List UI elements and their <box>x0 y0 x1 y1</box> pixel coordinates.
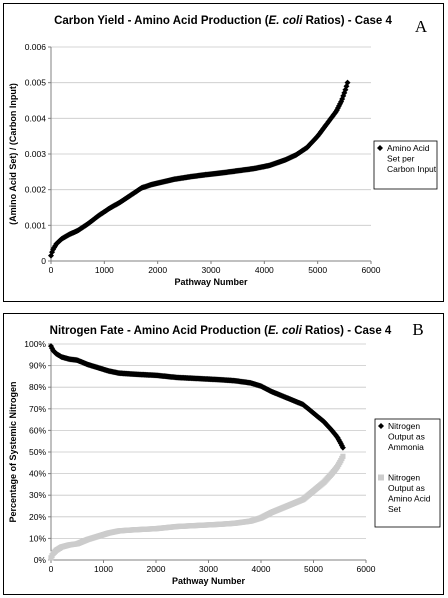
y-tick-label-b: 10% <box>29 533 46 543</box>
legend-label-a-0: Set per <box>387 154 415 164</box>
chart-b-title: Nitrogen Fate - Amino Acid Production (E… <box>50 325 392 337</box>
x-tick-label-b: 1000 <box>94 564 113 574</box>
legend-label-a-0: Carbon Input <box>387 164 437 174</box>
chart-b-title-main: Nitrogen Fate - Amino Acid Production ( <box>50 325 268 337</box>
y-tick-label-a: 0.004 <box>25 113 47 123</box>
y-axis-title-b: Percentage of Systemic Nitrogen <box>8 381 18 522</box>
y-tick-label-b: 20% <box>29 512 46 522</box>
chart-b-svg: Nitrogen Fate - Amino Acid Production (E… <box>8 320 441 586</box>
y-tick-label-a: 0.003 <box>25 149 47 159</box>
x-tick-label-a: 3000 <box>202 265 221 275</box>
x-axis-title-a: Pathway Number <box>174 277 248 287</box>
legend-label-b-1: Amino Acid <box>388 494 431 504</box>
panel-letter-a: A <box>415 17 428 36</box>
x-tick-label-a: 4000 <box>255 265 274 275</box>
y-tick-label-b: 90% <box>29 361 46 371</box>
legend-label-b-1: Nitrogen <box>388 473 420 483</box>
legend-marker-b-1 <box>378 474 384 481</box>
y-tick-label-a: 0.005 <box>25 78 47 88</box>
series-b-0 <box>48 343 346 451</box>
y-tick-label-b: 60% <box>29 425 46 435</box>
x-tick-label-b: 6000 <box>357 564 376 574</box>
legend-label-a-0: Amino Acid <box>387 143 430 153</box>
series-b-1 <box>48 453 346 561</box>
series-a-0 <box>48 79 351 259</box>
y-tick-label-a: 0 <box>41 256 46 266</box>
chart-panel-a: Carbon Yield - Amino Acid Production (E.… <box>3 3 444 302</box>
x-tick-label-a: 2000 <box>148 265 167 275</box>
data-point <box>48 343 54 350</box>
x-tick-label-a: 5000 <box>308 265 327 275</box>
x-tick-label-b: 4000 <box>252 564 271 574</box>
y-tick-label-a: 0.001 <box>25 220 47 230</box>
chart-b-title-tail: Ratios) - Case 4 <box>302 325 392 337</box>
y-tick-label-b: 50% <box>29 447 46 457</box>
y-tick-label-b: 70% <box>29 404 46 414</box>
legend-label-b-0: Nitrogen <box>388 421 420 431</box>
y-tick-label-b: 0% <box>34 555 47 565</box>
legend-marker-b-0 <box>378 423 384 429</box>
y-tick-label-a: 0.002 <box>25 185 47 195</box>
chart-b-title-italic: E. coli <box>268 325 303 337</box>
x-tick-label-b: 2000 <box>147 564 166 574</box>
data-point <box>340 453 346 459</box>
chart-a-title: Carbon Yield - Amino Acid Production (E.… <box>54 15 392 27</box>
x-tick-label-a: 1000 <box>95 265 114 275</box>
legend-label-b-0: Ammonia <box>388 442 424 452</box>
chart-a-svg: Carbon Yield - Amino Acid Production (E.… <box>8 15 438 287</box>
legend-label-b-0: Output as <box>388 432 425 442</box>
x-axis-title-b: Pathway Number <box>172 576 246 586</box>
legend-label-b-1: Output as <box>388 483 425 493</box>
x-tick-label-a: 0 <box>49 265 54 275</box>
data-point <box>339 444 346 451</box>
legend-label-b-1: Set <box>388 504 401 514</box>
y-axis-title-a: (Amino Acid Set) / (Carbon Input) <box>8 83 18 225</box>
x-tick-label-b: 5000 <box>304 564 323 574</box>
chart-panel-b: Nitrogen Fate - Amino Acid Production (E… <box>3 313 444 595</box>
chart-a-title-tail: Ratios) - Case 4 <box>302 15 392 27</box>
data-point <box>49 345 56 352</box>
chart-a-title-main: Carbon Yield - Amino Acid Production ( <box>54 15 269 27</box>
x-tick-label-b: 3000 <box>199 564 218 574</box>
y-tick-label-b: 30% <box>29 490 46 500</box>
panel-letter-b: B <box>412 320 423 339</box>
x-tick-label-a: 6000 <box>362 265 381 275</box>
data-point <box>344 79 351 86</box>
legend-marker-a-0 <box>377 145 383 151</box>
y-tick-label-b: 40% <box>29 469 46 479</box>
y-tick-label-b: 100% <box>24 339 46 349</box>
x-tick-label-b: 0 <box>49 564 54 574</box>
data-point <box>338 442 345 449</box>
legend-box-a <box>373 140 438 190</box>
y-tick-label-b: 80% <box>29 382 46 392</box>
y-tick-label-a: 0.006 <box>25 42 47 52</box>
chart-a-title-italic: E. coli <box>269 15 304 27</box>
legend-box-b <box>374 418 441 528</box>
